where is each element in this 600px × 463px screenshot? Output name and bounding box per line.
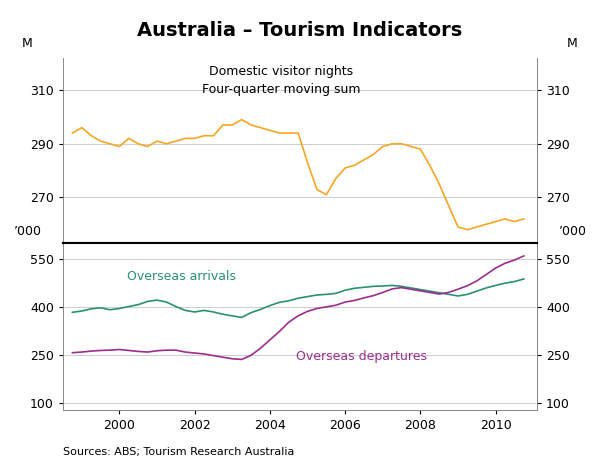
Text: Overseas arrivals: Overseas arrivals xyxy=(127,270,236,283)
Text: ’000: ’000 xyxy=(559,225,587,238)
Text: M: M xyxy=(567,38,578,50)
Text: ’000: ’000 xyxy=(13,225,41,238)
Text: Domestic visitor nights
Four-quarter moving sum: Domestic visitor nights Four-quarter mov… xyxy=(202,65,360,96)
Text: Australia – Tourism Indicators: Australia – Tourism Indicators xyxy=(137,21,463,40)
Text: Sources: ABS; Tourism Research Australia: Sources: ABS; Tourism Research Australia xyxy=(63,447,295,457)
Text: M: M xyxy=(22,38,33,50)
Text: Overseas departures: Overseas departures xyxy=(296,350,427,363)
